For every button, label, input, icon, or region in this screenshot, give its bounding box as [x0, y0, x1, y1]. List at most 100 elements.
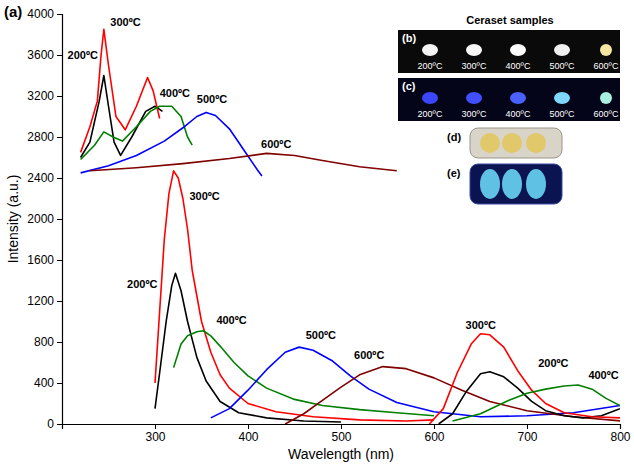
sample-glow — [422, 44, 438, 56]
y-tick-mark — [57, 301, 62, 302]
inset: Ceraset samples (b) 200ºC 300ºC 400ºC 500ºC 60… — [398, 14, 620, 204]
curve-label: 600ºC — [261, 138, 291, 150]
x-tick: 500 — [331, 424, 351, 444]
y-tick: 0 — [47, 417, 62, 431]
sample-piece — [480, 169, 500, 199]
curve-label: 200ºC — [68, 49, 98, 61]
curve-label: 200ºC — [127, 278, 157, 290]
x-tick-mark — [434, 424, 435, 429]
x-tick-mark — [620, 424, 621, 429]
spectrum-line — [211, 347, 620, 418]
y-tick-label: 4000 — [27, 7, 54, 21]
curve-label: 400ºC — [588, 369, 618, 381]
spectrum-line — [155, 273, 341, 422]
y-axis: 040080012001600200024002800320036004000 — [27, 7, 62, 431]
x-axis: 300 400 500 600 700 800 — [63, 424, 631, 444]
x-tick-label: 700 — [517, 430, 537, 444]
y-tick-label: 800 — [34, 335, 54, 349]
y-tick: 2400 — [27, 171, 62, 185]
inset-title: Ceraset samples — [466, 14, 553, 26]
sample-piece — [526, 133, 546, 153]
curve-label: 300ºC — [466, 319, 496, 331]
sample-glow — [510, 92, 526, 104]
x-tick-mark — [155, 424, 156, 429]
y-tick: 1600 — [27, 253, 62, 267]
inset-panel-label: (c) — [402, 80, 416, 92]
photo-band — [398, 78, 620, 121]
curve-label: 400ºC — [216, 314, 246, 326]
spectrum-line — [429, 334, 620, 424]
y-axis-line — [57, 15, 63, 425]
x-tick-mark — [527, 424, 528, 429]
x-axis-line — [63, 425, 621, 430]
y-tick-mark — [57, 14, 62, 15]
sample-piece — [502, 133, 522, 153]
sample-glow — [422, 92, 438, 104]
x-tick-mark — [341, 424, 342, 429]
chart: 300 400 500 600 700 800 0 400 800 1200 1600 2000 240… — [0, 0, 634, 468]
x-tick-label: 600 — [424, 430, 444, 444]
series-group — [81, 29, 620, 424]
y-tick-mark — [57, 96, 62, 97]
sample-glow — [554, 44, 570, 56]
panel-label: (a) — [4, 3, 22, 20]
x-tick-label: 300 — [145, 430, 165, 444]
inset-sample-label: 600ºC — [594, 109, 619, 119]
spectrum-line — [285, 367, 620, 424]
sample-glow — [600, 44, 612, 56]
y-tick-mark — [57, 137, 62, 138]
curve-label: 200ºC — [538, 357, 568, 369]
y-tick-label: 400 — [34, 376, 54, 390]
inset-panel-label: (e) — [447, 167, 461, 179]
sample-piece — [502, 169, 522, 199]
inset-sample-label: 500ºC — [550, 61, 575, 71]
x-tick: 700 — [517, 424, 537, 444]
sample-glow — [600, 92, 612, 104]
spectrum-line — [174, 331, 434, 416]
y-tick: 4000 — [27, 7, 62, 21]
sample-piece — [480, 133, 500, 153]
curve-label: 400ºC — [160, 87, 190, 99]
y-tick: 2800 — [27, 130, 62, 144]
sample-glow — [510, 44, 526, 56]
inset-sample-label: 400ºC — [506, 109, 531, 119]
x-tick: 600 — [424, 424, 444, 444]
inset-sample-label: 500ºC — [550, 109, 575, 119]
y-tick-label: 1200 — [27, 294, 54, 308]
y-tick-label: 3200 — [27, 89, 54, 103]
y-tick-label: 2800 — [27, 130, 54, 144]
y-tick-label: 2400 — [27, 171, 54, 185]
curve-label: 300ºC — [189, 190, 219, 202]
x-tick-label: 400 — [238, 430, 258, 444]
y-tick: 1200 — [27, 294, 62, 308]
inset-panel-label: (d) — [447, 131, 461, 143]
y-tick-label: 2000 — [27, 212, 54, 226]
x-tick: 400 — [238, 424, 258, 444]
y-tick-mark — [57, 260, 62, 261]
x-tick-mark — [248, 424, 249, 429]
spectrum-line — [453, 385, 620, 421]
y-tick-label: 1600 — [27, 253, 54, 267]
y-tick-label: 0 — [47, 417, 54, 431]
inset-sample-label: 400ºC — [506, 61, 531, 71]
x-axis-title: Wavelength (nm) — [288, 446, 394, 462]
sample-glow — [466, 44, 482, 56]
sample-glow — [554, 92, 570, 104]
inset-sample-label: 300ºC — [462, 109, 487, 119]
photo-band — [398, 30, 620, 73]
y-tick-mark — [57, 383, 62, 384]
inset-panel-label: (b) — [402, 32, 416, 44]
y-tick: 3200 — [27, 89, 62, 103]
spectrum-line — [81, 112, 262, 176]
x-tick: 800 — [610, 424, 630, 444]
inset-sample-label: 200ºC — [418, 61, 443, 71]
inset-sample-label: 300ºC — [462, 61, 487, 71]
y-tick-mark — [57, 55, 62, 56]
sample-piece — [526, 169, 546, 199]
y-axis-title: Intensity (a.u.) — [5, 175, 21, 264]
sample-glow — [466, 92, 482, 104]
curve-label: 300ºC — [110, 16, 140, 28]
inset-sample-label: 600ºC — [594, 61, 619, 71]
y-tick-mark — [57, 219, 62, 220]
curve-label: 600ºC — [354, 349, 384, 361]
